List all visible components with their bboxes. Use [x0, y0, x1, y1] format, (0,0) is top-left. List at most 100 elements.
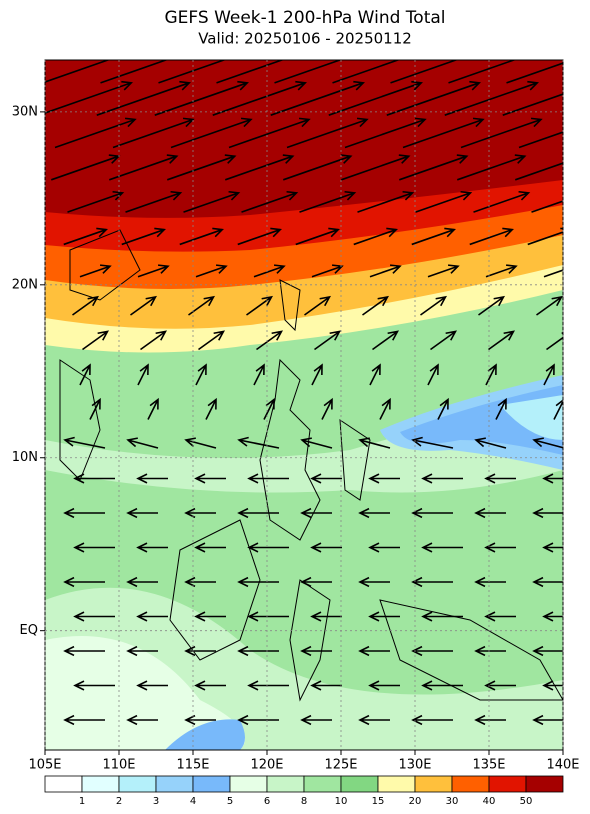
wind-arrow — [474, 714, 506, 726]
wind-arrow — [136, 680, 168, 691]
wind-arrow — [358, 437, 391, 449]
wind-arrow — [474, 437, 507, 449]
wind-arrow — [390, 60, 459, 84]
wind-arrow — [411, 576, 453, 588]
wind-arrow — [311, 363, 323, 386]
wind-arrow — [310, 611, 342, 622]
wind-arrow — [184, 645, 216, 657]
wind-arrow — [536, 295, 563, 316]
wind-arrow — [427, 264, 460, 278]
colorbar-swatch — [451, 775, 490, 793]
colorbar-label: 8 — [301, 796, 307, 807]
wind-arrow — [543, 269, 563, 278]
wind-arrow — [130, 295, 157, 316]
wind-arrow — [140, 330, 167, 351]
wind-arrow — [546, 332, 563, 351]
wind-arrow — [532, 507, 563, 519]
colorbar-label: 3 — [153, 796, 159, 807]
wind-arrow — [100, 60, 169, 84]
wind-arrow — [126, 714, 158, 726]
wind-arrow — [358, 714, 390, 726]
wind-arrow — [137, 363, 149, 386]
wind-arrow — [194, 473, 226, 484]
colorbar-label: 5 — [227, 796, 233, 807]
wind-arrow — [73, 680, 115, 691]
wind-arrow — [184, 437, 217, 449]
wind-arrow — [420, 295, 447, 316]
wind-arrow — [194, 611, 226, 622]
wind-arrow — [542, 473, 563, 484]
wind-arrow — [256, 330, 283, 351]
wind-arrow — [543, 363, 555, 386]
wind-arrow — [437, 397, 449, 420]
wind-arrow — [237, 227, 282, 246]
wind-arrow — [45, 80, 133, 114]
wind-arrow — [411, 714, 453, 726]
wind-arrow — [194, 542, 226, 553]
wind-arrow — [295, 227, 340, 246]
colorbar-label: 30 — [446, 796, 459, 807]
wind-arrow — [63, 576, 105, 588]
wind-arrow — [96, 80, 191, 116]
wind-arrow — [542, 680, 563, 691]
wind-arrow — [358, 507, 390, 519]
wind-arrow — [386, 80, 481, 116]
wind-arrow — [444, 80, 539, 116]
x-tick-label: 110E — [102, 758, 135, 773]
wind-arrow — [184, 576, 216, 588]
colorbar-swatch — [303, 775, 342, 793]
wind-arrow — [247, 473, 289, 484]
wind-arrow — [488, 330, 515, 351]
wind-arrow — [183, 190, 241, 213]
wind-arrow — [532, 714, 563, 726]
wind-arrow — [300, 576, 332, 588]
wind-arrow — [532, 437, 563, 449]
wind-arrow — [448, 60, 517, 84]
wind-arrow — [518, 131, 563, 149]
wind-arrow — [368, 473, 400, 484]
x-tick-label: 130E — [398, 758, 431, 773]
wind-arrow — [542, 611, 563, 622]
wind-arrow — [474, 576, 506, 588]
x-tick-label: 125E — [324, 758, 357, 773]
wind-arrow — [469, 227, 514, 246]
wind-arrow — [514, 162, 563, 181]
wind-arrow — [369, 264, 402, 278]
wind-arrow — [147, 397, 159, 420]
wind-arrow — [73, 473, 115, 484]
wind-arrow — [460, 117, 543, 149]
wind-arrow — [195, 264, 228, 278]
wind-arrow — [421, 542, 463, 553]
wind-arrow — [241, 190, 299, 213]
wind-arrow — [154, 80, 249, 116]
wind-arrow — [237, 576, 279, 588]
wind-arrow — [224, 154, 295, 181]
wind-arrow — [274, 60, 343, 84]
wind-arrow — [184, 507, 216, 519]
wind-arrow — [237, 507, 279, 519]
colorbar-swatch — [229, 775, 268, 793]
colorbar-label: 4 — [190, 796, 196, 807]
wind-arrow — [179, 227, 224, 246]
wind-arrow — [474, 645, 506, 657]
wind-arrow — [247, 611, 289, 622]
y-tick-label: 30N — [12, 104, 38, 119]
wind-arrow — [73, 611, 115, 622]
wind-arrow — [411, 436, 454, 449]
wind-arrow — [531, 200, 563, 213]
wind-arrow — [310, 680, 342, 691]
wind-arrow — [478, 295, 505, 316]
wind-arrow — [379, 397, 391, 420]
wind-arrow — [427, 363, 439, 386]
wind-arrow — [411, 645, 453, 657]
wind-arrow — [82, 330, 109, 351]
wind-arrow — [527, 227, 563, 246]
colorbar-label: 15 — [372, 796, 385, 807]
wind-arrow — [63, 507, 105, 519]
wind-arrow — [357, 190, 415, 213]
wind-arrow — [237, 645, 279, 657]
colorbar-label: 1 — [79, 796, 85, 807]
wind-arrow — [553, 399, 563, 420]
wind-arrow — [358, 645, 390, 657]
wind-arrow — [282, 154, 353, 181]
